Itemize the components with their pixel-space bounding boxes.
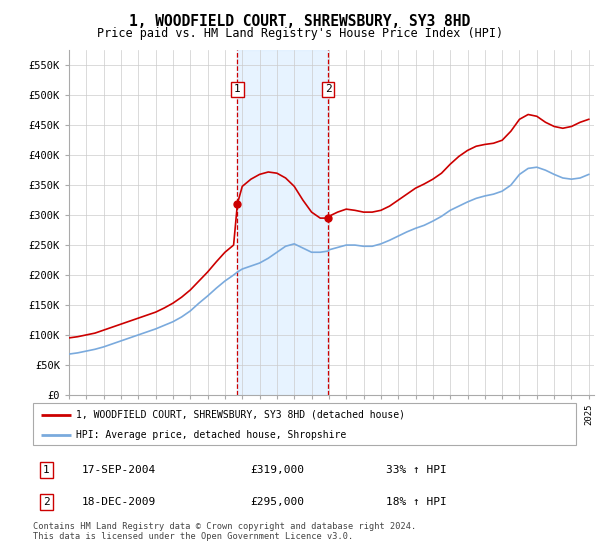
- Text: HPI: Average price, detached house, Shropshire: HPI: Average price, detached house, Shro…: [76, 430, 347, 440]
- Bar: [238, 50, 328, 395]
- Text: Contains HM Land Registry data © Crown copyright and database right 2024.
This d: Contains HM Land Registry data © Crown c…: [33, 522, 416, 542]
- Text: 2: 2: [43, 497, 50, 507]
- Text: 2: 2: [325, 85, 332, 94]
- Text: 33% ↑ HPI: 33% ↑ HPI: [386, 465, 446, 475]
- Text: 1: 1: [43, 465, 50, 475]
- Text: 1, WOODFIELD COURT, SHREWSBURY, SY3 8HD (detached house): 1, WOODFIELD COURT, SHREWSBURY, SY3 8HD …: [76, 410, 406, 420]
- Text: 18% ↑ HPI: 18% ↑ HPI: [386, 497, 446, 507]
- Text: 18-DEC-2009: 18-DEC-2009: [82, 497, 156, 507]
- Text: £319,000: £319,000: [250, 465, 304, 475]
- Text: 1, WOODFIELD COURT, SHREWSBURY, SY3 8HD: 1, WOODFIELD COURT, SHREWSBURY, SY3 8HD: [130, 14, 470, 29]
- FancyBboxPatch shape: [33, 403, 576, 445]
- Text: Price paid vs. HM Land Registry's House Price Index (HPI): Price paid vs. HM Land Registry's House …: [97, 27, 503, 40]
- Text: 17-SEP-2004: 17-SEP-2004: [82, 465, 156, 475]
- Text: £295,000: £295,000: [250, 497, 304, 507]
- Text: 1: 1: [234, 85, 241, 94]
